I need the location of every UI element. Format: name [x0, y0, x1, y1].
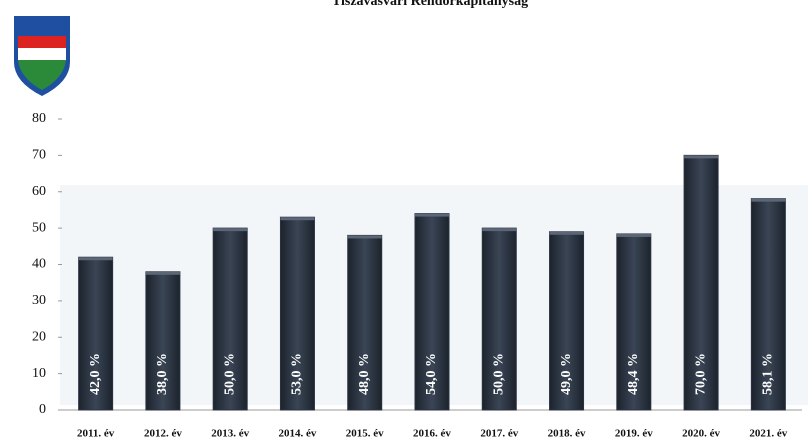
value-label: 58,1 % [761, 353, 776, 395]
logo [14, 16, 70, 96]
chart-title: Tiszavasvári Rendőrkapitányság [332, 0, 528, 9]
x-tick-label: 2021. év [749, 428, 787, 440]
bar-top [549, 231, 584, 235]
y-tick-label: 70 [32, 148, 46, 163]
x-tick-label: 2017. év [480, 428, 518, 440]
bar-top [482, 228, 517, 232]
x-tick-label: 2016. év [413, 428, 451, 440]
y-tick-label: 60 [32, 184, 46, 199]
bar-top [684, 155, 719, 159]
value-label: 53,0 % [290, 353, 305, 395]
x-tick-label: 2013. év [211, 428, 249, 440]
y-tick-label: 20 [32, 329, 46, 344]
y-tick-label: 0 [39, 402, 46, 417]
x-tick-label: 2012. év [144, 428, 182, 440]
bar-top [213, 228, 248, 232]
y-tick-label: 30 [32, 293, 46, 308]
x-tick-label: 2015. év [346, 428, 384, 440]
y-tick-label: 10 [32, 366, 46, 381]
y-tick-label: 80 [32, 111, 46, 126]
bar-top [78, 257, 113, 261]
value-label: 48,4 % [626, 353, 641, 395]
bar-top [751, 198, 786, 202]
bar-top [616, 233, 651, 237]
bar [347, 234, 383, 411]
bar [616, 233, 652, 411]
bar [414, 213, 450, 411]
value-label: 50,0 % [491, 353, 506, 395]
bar-top [280, 217, 315, 221]
value-label: 48,0 % [357, 353, 372, 395]
x-tick-label: 2011. év [77, 428, 115, 440]
value-label: 38,0 % [155, 353, 170, 395]
bar-top [415, 213, 449, 217]
value-label: 54,0 % [424, 353, 439, 395]
bar [145, 271, 181, 411]
bar-top [347, 235, 382, 239]
y-tick-label: 40 [32, 257, 46, 272]
x-tick-label: 2018. év [548, 428, 586, 440]
bar-top [145, 271, 180, 275]
x-tick-label: 2020. év [682, 428, 720, 440]
value-label: 42,0 % [88, 353, 103, 395]
value-label: 49,0 % [559, 353, 574, 395]
bar [78, 256, 114, 411]
bar [481, 227, 517, 411]
x-tick-label: 2014. év [279, 428, 317, 440]
bar [750, 198, 786, 411]
bar [212, 227, 248, 411]
x-tick-label: 2019. év [615, 428, 653, 440]
y-tick-label: 50 [32, 220, 46, 235]
value-label: 70,0 % [693, 353, 708, 395]
value-label: 50,0 % [222, 353, 237, 395]
